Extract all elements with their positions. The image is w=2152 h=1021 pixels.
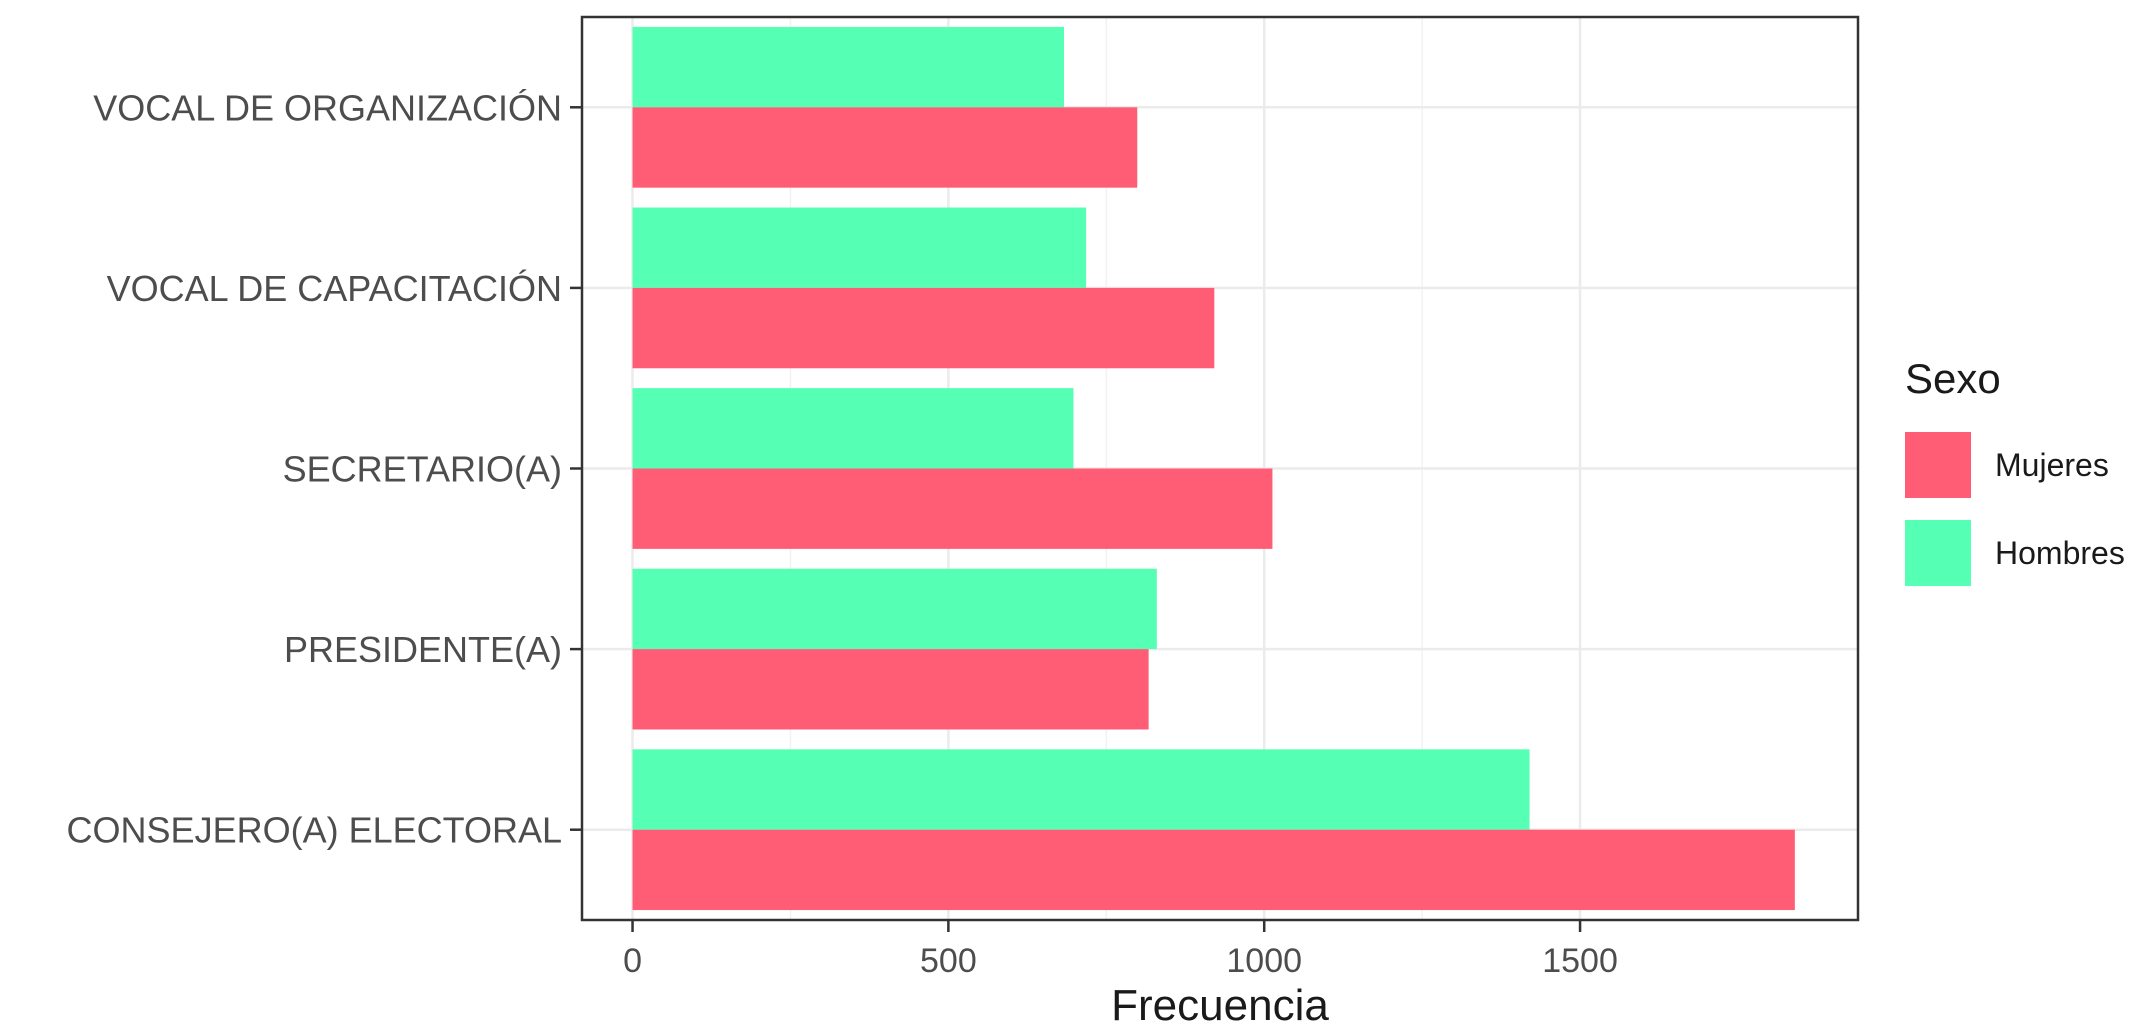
y-tick-label: VOCAL DE ORGANIZACIÓN [93,87,562,128]
legend-title: Sexo [1905,355,2001,402]
y-tick-label: PRESIDENTE(A) [284,629,562,670]
x-axis: 0 500 1000 1500 [623,920,1618,980]
bar-hombres-3 [632,388,1074,469]
legend: Sexo Mujeres Hombres [1905,355,2125,597]
legend-item-hombres: Hombres [1905,509,2125,597]
y-tick-label: SECRETARIO(A) [283,449,562,490]
x-tick-label: 1500 [1542,942,1618,980]
bar-mujeres-2 [632,287,1215,369]
bar-hombres-5 [632,749,1530,830]
x-tick-label: 0 [623,942,642,980]
legend-item-mujeres: Mujeres [1905,421,2125,509]
bar-hombres-4 [632,568,1157,650]
bar-hombres-2 [632,207,1087,288]
bar-mujeres-1 [632,107,1138,188]
y-tick-label: VOCAL DE CAPACITACIÓN [107,268,562,309]
bar-mujeres-4 [632,649,1149,730]
bars [632,26,1795,911]
legend-swatch-mujeres [1905,432,1971,498]
x-tick-label: 500 [920,942,977,980]
y-axis: VOCAL DE ORGANIZACIÓN VOCAL DE CAPACITACI… [67,87,582,851]
y-tick-label: CONSEJERO(A) ELECTORAL [67,810,562,851]
legend-label-hombres: Hombres [1995,534,2125,571]
bar-mujeres-3 [632,468,1273,549]
x-axis-title: Frecuencia [1111,981,1329,1021]
legend-label-mujeres: Mujeres [1995,446,2109,483]
bar-hombres-1 [632,26,1064,108]
bar-mujeres-5 [632,829,1795,911]
legend-swatch-hombres [1905,520,1971,586]
x-tick-label: 1000 [1226,942,1302,980]
